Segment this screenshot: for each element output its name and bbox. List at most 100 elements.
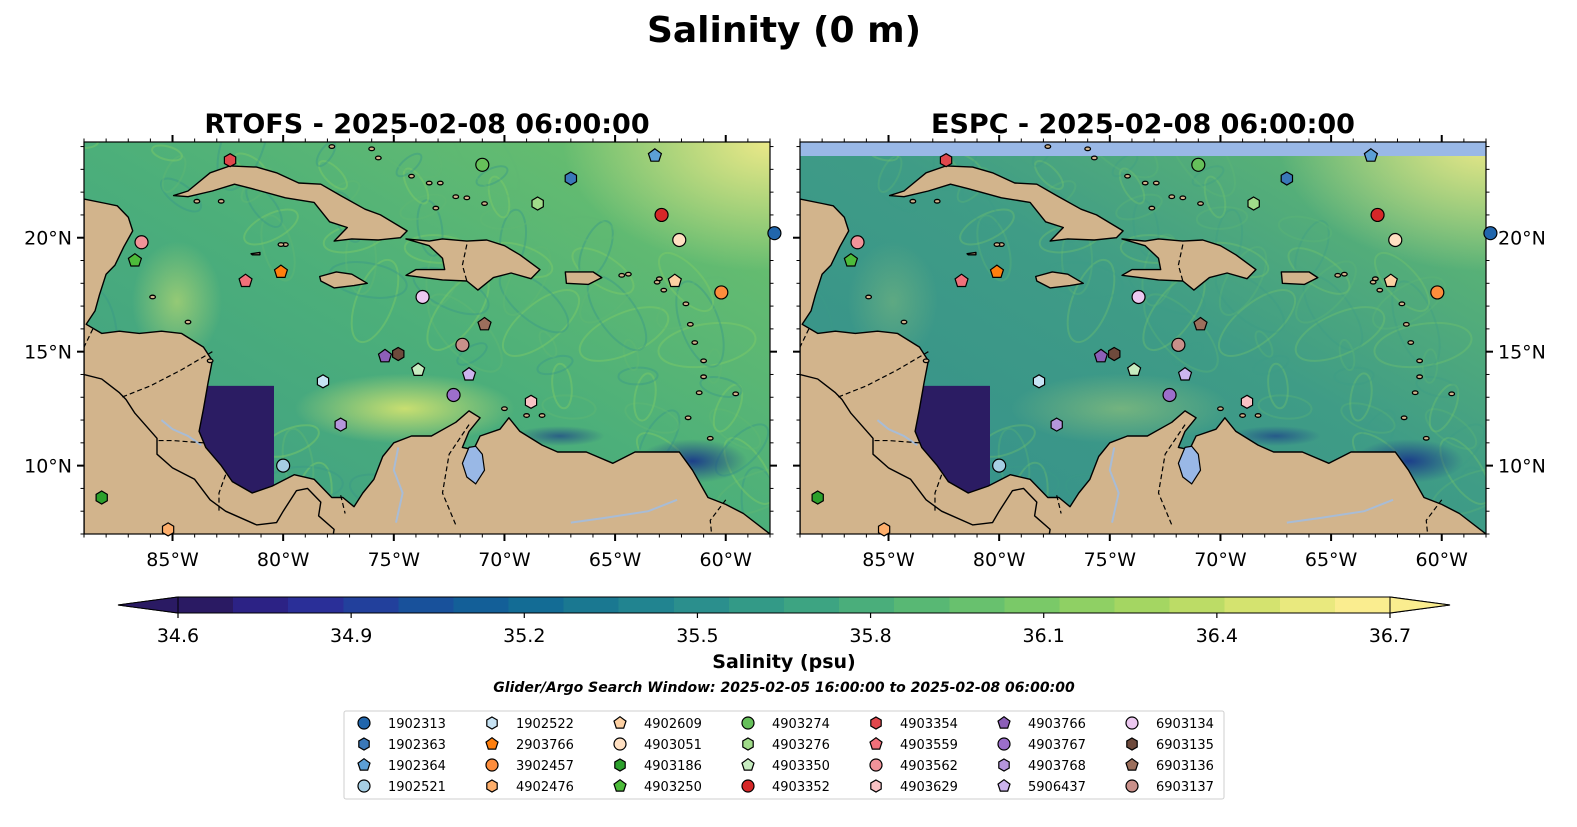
legend-marker [870, 779, 882, 793]
small-island [1340, 271, 1348, 277]
small-island [700, 374, 708, 380]
legend-item-6903137: 6903137 [1125, 779, 1214, 795]
float-marker-4903766 [377, 348, 393, 363]
land-cuba [172, 165, 408, 242]
coastal-plume [514, 426, 605, 446]
float-marker-6903137 [1171, 337, 1186, 352]
legend-frame [343, 710, 1225, 800]
eddy-swirl [658, 252, 714, 312]
eddy-swirl [699, 376, 743, 398]
legend-label: 4903186 [644, 759, 702, 774]
legend-item-3902457: 3902457 [485, 758, 574, 774]
no-data-band [800, 142, 1486, 156]
float-marker-4903562 [134, 235, 149, 250]
colorbar-body [177, 596, 1391, 614]
legend-item-4903350: 4903350 [741, 757, 830, 774]
float-marker-4903629 [1240, 394, 1254, 409]
float-marker-1902522 [316, 374, 330, 389]
float-marker-4903352 [1370, 207, 1385, 223]
eddy-swirl [1115, 193, 1163, 221]
small-island [922, 358, 930, 364]
small-island [149, 294, 157, 300]
legend-label: 1902363 [388, 738, 446, 753]
float-marker-4903768 [1050, 417, 1063, 432]
float-marker-6903135 [1107, 346, 1121, 362]
legend-marker [997, 778, 1011, 792]
small-island [501, 406, 508, 412]
map-area [84, 142, 770, 534]
colorbar-extend-max [1389, 596, 1451, 614]
legend-item-4903276: 4903276 [742, 737, 830, 753]
colorbar-label: Salinity (psu) [712, 651, 855, 673]
float-marker-1902521 [276, 458, 291, 473]
legend-marker [358, 737, 370, 751]
river [160, 419, 202, 446]
land-northAmerica [84, 198, 770, 534]
country-border [1157, 424, 1186, 526]
eddy-swirl [1349, 372, 1373, 422]
lat-tick-label: 15°N [1498, 342, 1546, 364]
country-border [218, 474, 227, 512]
small-island [1152, 180, 1160, 186]
legend-item-4903562: 4903562 [869, 758, 958, 774]
legend-label: 4903767 [1028, 738, 1086, 753]
small-island [706, 435, 714, 441]
lon-tick-label: 85°W [862, 549, 915, 571]
legend-label: 6903136 [1156, 759, 1214, 774]
small-island [217, 198, 225, 204]
small-island [691, 340, 699, 346]
legend-item-4903629: 4903629 [870, 779, 958, 795]
float-marker-5906437 [1177, 366, 1193, 381]
legend-label: 4902476 [516, 780, 574, 795]
eddy-swirl [1257, 394, 1313, 420]
small-island [328, 144, 336, 150]
float-marker-4902476 [877, 522, 891, 537]
float-marker-4903559 [954, 273, 969, 288]
small-island [452, 194, 460, 200]
small-island [695, 390, 703, 396]
float-marker-6903134 [415, 289, 430, 305]
lon-tick-label: 70°W [1194, 549, 1247, 571]
legend-label: 4903276 [772, 738, 830, 753]
float-marker-1902313 [1483, 226, 1498, 241]
land-hispaniola [405, 238, 541, 291]
eddy-swirl [617, 366, 659, 386]
country-border [837, 351, 929, 398]
small-island [1376, 287, 1384, 293]
small-island [660, 287, 668, 293]
legend-marker [741, 779, 755, 793]
country-border [1425, 499, 1443, 534]
legend-marker [613, 737, 627, 751]
legend-label: 1902522 [516, 717, 574, 732]
eddy-swirl [395, 152, 423, 178]
small-island [432, 205, 440, 211]
colorbar-tick-label: 36.4 [1196, 625, 1238, 647]
lon-tick-label: 65°W [589, 549, 642, 571]
small-island [1239, 413, 1247, 418]
eddy-swirl [1372, 276, 1446, 330]
map-frame [799, 141, 1487, 535]
lat-tick-label: 15°N [24, 342, 72, 364]
float-marker-6903136 [1193, 316, 1208, 331]
legend-marker [485, 758, 499, 772]
lon-tick-label: 80°W [257, 549, 310, 571]
legend-item-2903766: 2903766 [485, 736, 574, 753]
legend-label: 6903137 [1156, 780, 1214, 795]
small-island [1422, 435, 1430, 441]
lat-tick-label: 10°N [24, 456, 72, 478]
land-hispaniola [1121, 238, 1257, 291]
float-marker-4903274 [1191, 157, 1206, 172]
eddy-swirl [1374, 252, 1430, 312]
eddy-swirl [657, 321, 757, 369]
legend-marker [1126, 737, 1138, 751]
legend-item-6903134: 6903134 [1125, 716, 1214, 732]
eddy-swirl [578, 306, 670, 362]
legend-label: 4903562 [900, 759, 958, 774]
small-island [900, 319, 908, 325]
country-border [873, 439, 920, 444]
legend-marker [742, 737, 754, 751]
eddy-swirl [1033, 159, 1065, 191]
small-island [993, 242, 1001, 248]
legend-item-4903250: 4903250 [613, 778, 702, 795]
lon-tick-label: 60°W [700, 549, 753, 571]
